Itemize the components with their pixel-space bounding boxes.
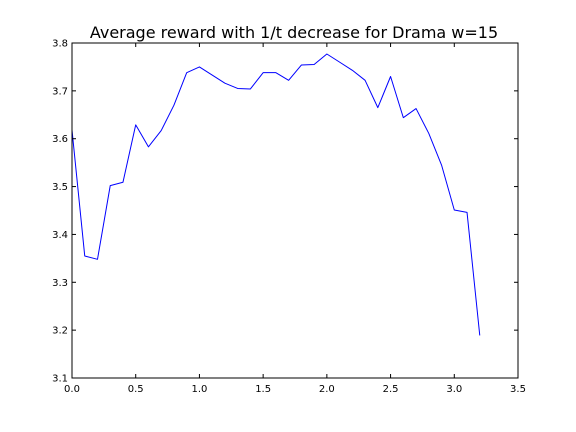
x-tick-label: 3.0 — [446, 384, 462, 395]
x-tick-label: 0.5 — [128, 384, 144, 395]
series-line-1 — [72, 54, 480, 335]
x-tick-label: 1.5 — [255, 384, 271, 395]
x-axis: 0.0 0.5 1.0 1.5 2.0 2.5 3.0 3.5 — [64, 43, 526, 395]
y-tick-label: 3.5 — [52, 182, 68, 193]
y-axis: 3.1 3.2 3.3 3.4 3.5 3.6 3.7 3.8 — [52, 39, 518, 385]
x-tick-label: 3.5 — [510, 384, 526, 395]
series-layer — [72, 54, 480, 335]
y-tick-label: 3.4 — [52, 230, 68, 241]
y-tick-label: 3.7 — [52, 86, 68, 97]
y-tick-label: 3.1 — [52, 374, 68, 385]
x-tick-label: 1.0 — [191, 384, 207, 395]
plot-frame — [72, 43, 518, 378]
y-tick-label: 3.6 — [52, 134, 68, 145]
y-tick-label: 3.3 — [52, 278, 68, 289]
x-tick-label: 0.0 — [64, 384, 80, 395]
y-tick-label: 3.8 — [52, 39, 68, 50]
chart-title: Average reward with 1/t decrease for Dra… — [90, 23, 498, 42]
x-tick-label: 2.0 — [319, 384, 335, 395]
y-tick-label: 3.2 — [52, 326, 68, 337]
x-tick-label: 2.5 — [383, 384, 399, 395]
